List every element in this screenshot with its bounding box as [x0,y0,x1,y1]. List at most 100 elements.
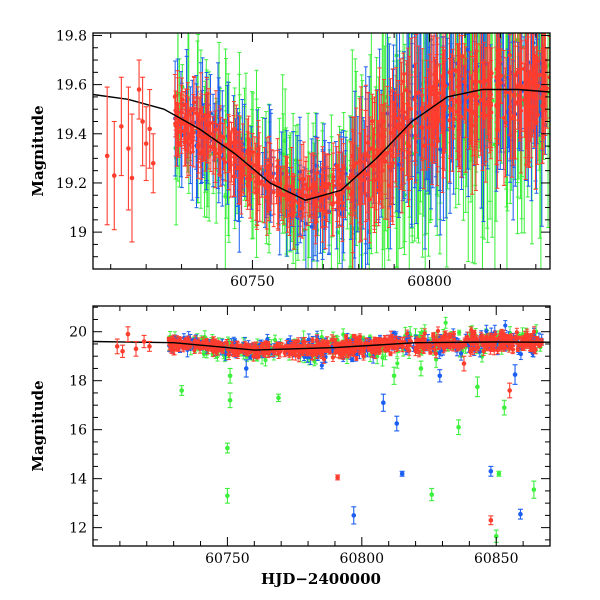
data-point [262,183,267,188]
data-point [179,97,185,102]
data-point [359,173,364,178]
highlight-point [136,59,142,120]
highlight-point [118,76,124,177]
highlight-point [147,88,153,169]
data-point [409,133,414,138]
data-point [240,166,245,171]
data-point [186,142,192,147]
data-point [533,120,538,125]
data-point [211,145,217,150]
data-point [255,187,260,192]
top-ylabel: Magnitude [29,105,47,196]
highlight-point [150,133,156,194]
data-point [456,106,461,111]
data-point [423,116,428,121]
data-point [104,153,110,159]
model-curve [93,88,550,201]
data-point [183,114,188,120]
data-point [420,105,425,110]
y-tick-label: 19.2 [56,176,87,192]
data-point [334,192,340,197]
data-point [396,121,401,127]
data-point [507,90,512,95]
data-point [202,134,207,140]
data-point [213,127,218,132]
data-point [196,133,201,138]
data-point [272,337,278,343]
data-point [150,160,156,166]
data-point [382,153,387,158]
data-point [399,134,404,139]
data-point [457,83,462,89]
data-point [363,172,368,177]
data-point [486,85,491,90]
data-point [448,106,453,111]
data-point [408,124,414,129]
y-tick-label: 19.4 [56,127,87,143]
data-point [370,118,375,124]
data-point [228,162,233,168]
data-point [143,141,149,146]
data-point [147,126,152,132]
data-point [497,100,502,105]
data-point [372,163,377,169]
highlight-point [125,86,131,211]
top-plot-frame [92,32,551,270]
data-point [524,116,529,121]
top-plot-area [93,33,550,269]
data-point [186,108,191,113]
top-axis-ticks: 60750 60800 19 19.2 19.4 19.6 19.8 [56,28,550,290]
data-point [386,183,391,188]
data-point [337,176,342,181]
data-point [440,103,445,108]
data-point [469,108,474,113]
data-point [515,84,520,89]
x-tick-label: 60750 [230,274,275,290]
data-point [518,61,523,66]
data-point [511,93,516,98]
data-point [140,119,145,124]
data-point [379,158,384,163]
data-point [393,125,399,130]
data-point [278,190,283,195]
data-point [191,130,196,135]
dense-series-red [172,33,550,269]
highlight-point [104,86,110,226]
data-point [263,358,268,363]
data-point [245,151,250,156]
data-point [503,120,508,125]
data-point [200,117,205,122]
data-point [231,147,236,153]
data-point [404,88,409,93]
bottom-plot-area [93,316,550,543]
data-point [136,87,142,92]
data-point [389,164,395,169]
data-point [453,68,458,73]
data-point [257,181,262,186]
data-point [343,171,348,176]
data-point [352,164,357,169]
panel-top: 60750 60800 19 19.2 19.4 19.6 19.8 Magnitude [29,28,551,290]
data-point [234,148,240,153]
data-point [281,192,287,198]
data-point [129,175,135,181]
data-point [350,154,355,159]
data-point [414,91,419,96]
data-point [443,83,448,89]
data-point [457,330,462,335]
data-point [472,111,477,116]
data-point [296,200,301,206]
data-point [427,102,432,108]
data-point [341,332,346,337]
data-point [289,184,294,189]
data-point [111,173,117,178]
data-point [450,90,455,95]
data-point [376,187,381,193]
data-point [119,124,124,129]
data-point [252,163,258,168]
data-point [482,91,487,96]
data-point [264,195,270,200]
data-point [395,361,400,366]
